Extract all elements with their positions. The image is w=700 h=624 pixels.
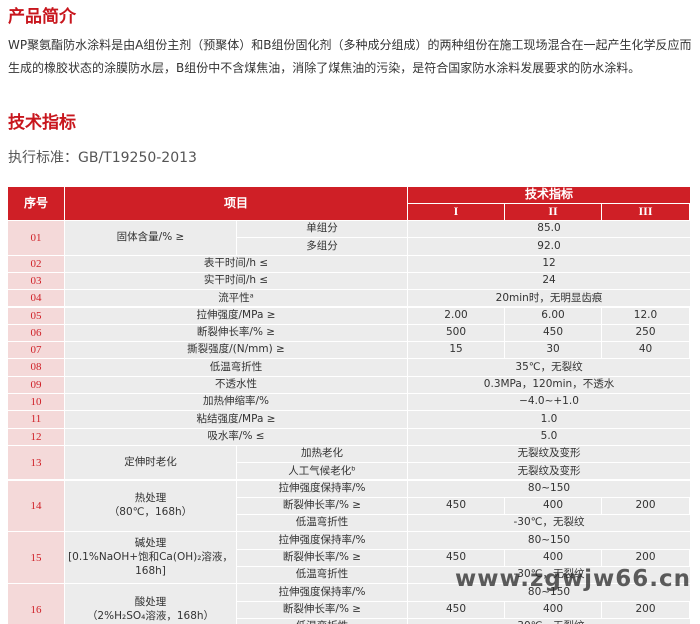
row-item: 流平性ᵃ bbox=[65, 290, 407, 307]
value: 200 bbox=[602, 549, 689, 566]
value: 200 bbox=[602, 601, 689, 618]
row-number: 12 bbox=[8, 428, 64, 445]
row-number: 05 bbox=[8, 307, 64, 324]
value: 92.0 bbox=[408, 238, 690, 255]
row-number: 07 bbox=[8, 342, 64, 359]
value: 5.0 bbox=[408, 428, 690, 445]
row-sub-item: 拉伸强度保持率/% bbox=[237, 480, 407, 497]
value: 6.00 bbox=[505, 307, 601, 324]
value: 40 bbox=[602, 342, 689, 359]
value: 12 bbox=[408, 255, 690, 272]
value: -30℃，无裂纹 bbox=[408, 567, 690, 584]
value: 450 bbox=[408, 549, 504, 566]
row-sub-item: 拉伸强度保持率/% bbox=[237, 532, 407, 549]
value: -30℃，无裂纹 bbox=[408, 515, 690, 532]
value: 200 bbox=[602, 497, 689, 515]
row-sub-item: 低温弯折性 bbox=[237, 567, 407, 584]
value: 400 bbox=[505, 549, 601, 566]
row-sub-item: 断裂伸长率/% ≥ bbox=[237, 601, 407, 618]
value: 400 bbox=[505, 601, 601, 618]
row-number: 08 bbox=[8, 359, 64, 376]
row-item: 低温弯折性 bbox=[65, 359, 407, 376]
value: 2.00 bbox=[408, 307, 504, 324]
header-spec: 技术指标 bbox=[408, 187, 690, 203]
value: 35℃，无裂纹 bbox=[408, 359, 690, 376]
row-number: 01 bbox=[8, 221, 64, 255]
row-item: 定伸时老化 bbox=[65, 445, 236, 480]
row-sub-item: 低温弯折性 bbox=[237, 515, 407, 532]
row-item: 撕裂强度/(N/mm) ≥ bbox=[65, 342, 407, 359]
header-grade: II bbox=[505, 204, 601, 220]
row-item: 不透水性 bbox=[65, 376, 407, 393]
header-grade: I bbox=[408, 204, 504, 220]
row-number: 15 bbox=[8, 532, 64, 584]
value: 80~150 bbox=[408, 480, 690, 497]
value: -30℃，无裂纹 bbox=[408, 618, 690, 624]
value: 450 bbox=[505, 324, 601, 342]
row-sub-item: 低温弯折性 bbox=[237, 618, 407, 624]
value: 12.0 bbox=[602, 307, 689, 324]
row-item: 实干时间/h ≤ bbox=[65, 272, 407, 290]
row-item: 加热伸缩率/% bbox=[65, 394, 407, 411]
value: 30 bbox=[505, 342, 601, 359]
row-sub-item: 单组分 bbox=[237, 221, 407, 238]
value: 1.0 bbox=[408, 411, 690, 428]
header-grade: III bbox=[602, 204, 689, 220]
row-number: 11 bbox=[8, 411, 64, 428]
header-no: 序号 bbox=[8, 187, 64, 220]
row-item: 热处理 （80℃，168h） bbox=[65, 480, 236, 532]
value: 250 bbox=[602, 324, 689, 342]
row-sub-item: 拉伸强度保持率/% bbox=[237, 584, 407, 601]
intro-text: WP聚氨酯防水涂料是由A组份主剂（预聚体）和B组份固化剂（多种成分组成）的两种组… bbox=[8, 38, 692, 75]
row-sub-item: 加热老化 bbox=[237, 445, 407, 463]
value: 450 bbox=[408, 497, 504, 515]
value: 0.3MPa，120min，不透水 bbox=[408, 376, 690, 393]
watermark: www.zgwjw66.cn bbox=[455, 566, 691, 592]
row-item: 碱处理 [0.1%NaOH+饱和Ca(OH)₂溶液， 168h] bbox=[65, 532, 236, 584]
row-sub-item: 断裂伸长率/% ≥ bbox=[237, 497, 407, 515]
header-item: 项目 bbox=[65, 187, 407, 220]
row-item: 拉伸强度/MPa ≥ bbox=[65, 307, 407, 324]
row-item: 粘结强度/MPa ≥ bbox=[65, 411, 407, 428]
value: 85.0 bbox=[408, 221, 690, 238]
row-item: 吸水率/% ≤ bbox=[65, 428, 407, 445]
value: 24 bbox=[408, 272, 690, 290]
value: 80~150 bbox=[408, 584, 690, 601]
row-item: 固体含量/% ≥ bbox=[65, 221, 236, 255]
value: 15 bbox=[408, 342, 504, 359]
row-number: 10 bbox=[8, 394, 64, 411]
value: 400 bbox=[505, 497, 601, 515]
spec-title: 技术指标 bbox=[8, 113, 76, 133]
value: 无裂纹及变形 bbox=[408, 463, 690, 480]
row-number: 02 bbox=[8, 255, 64, 272]
value: 无裂纹及变形 bbox=[408, 445, 690, 463]
intro-title: 产品简介 bbox=[8, 7, 76, 27]
row-number: 03 bbox=[8, 272, 64, 290]
row-item: 酸处理 （2%H₂SO₄溶液，168h） bbox=[65, 584, 236, 624]
value: 80~150 bbox=[408, 532, 690, 549]
row-sub-item: 多组分 bbox=[237, 238, 407, 255]
row-number: 09 bbox=[8, 376, 64, 393]
value: −4.0~+1.0 bbox=[408, 394, 690, 411]
value: 450 bbox=[408, 601, 504, 618]
value: 500 bbox=[408, 324, 504, 342]
row-sub-item: 人工气候老化ᵇ bbox=[237, 463, 407, 480]
row-item: 表干时间/h ≤ bbox=[65, 255, 407, 272]
row-number: 16 bbox=[8, 584, 64, 624]
row-number: 04 bbox=[8, 290, 64, 307]
value: 20min时，无明显齿痕 bbox=[408, 290, 690, 307]
standard: 执行标准：GB/T19250-2013 bbox=[8, 150, 197, 166]
row-number: 13 bbox=[8, 445, 64, 480]
row-sub-item: 断裂伸长率/% ≥ bbox=[237, 549, 407, 566]
row-number: 14 bbox=[8, 480, 64, 532]
row-number: 06 bbox=[8, 324, 64, 342]
row-item: 断裂伸长率/% ≥ bbox=[65, 324, 407, 342]
